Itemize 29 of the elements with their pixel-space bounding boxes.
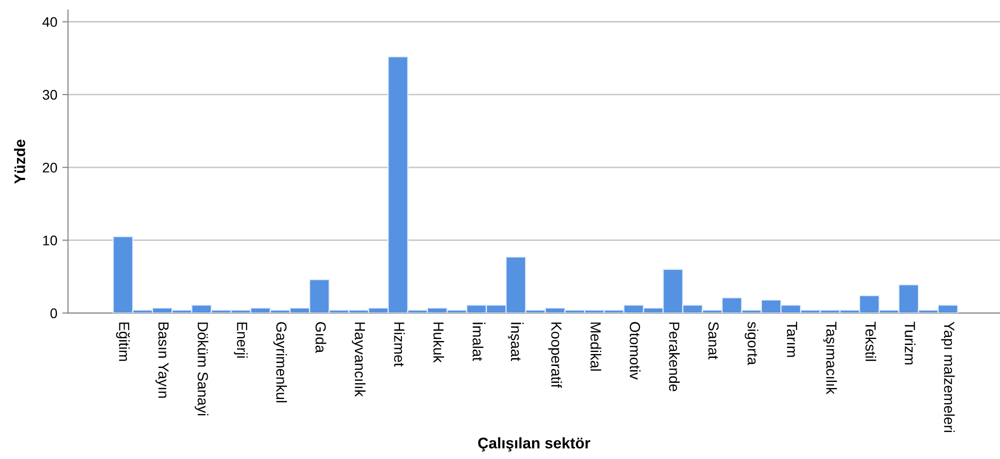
- y-tick-label: 0: [50, 308, 58, 318]
- x-tick-label: Sanat: [708, 322, 719, 360]
- x-tick-label: Yapı malzemeleri: [941, 322, 955, 432]
- x-tick-label: sigorta: [744, 322, 758, 366]
- y-tick-label: 10: [43, 236, 58, 246]
- x-tick-label: Tekstil: [865, 322, 876, 361]
- x-tick-label: Perakende: [669, 322, 680, 392]
- y-tick-label: 40: [42, 17, 58, 27]
- y-axis-title: Yüzde: [14, 140, 26, 184]
- x-tick-label: İmalat: [472, 322, 486, 361]
- x-tick-label: Tarım: [786, 322, 798, 357]
- x-tick-label: Kooperatif: [548, 322, 562, 388]
- x-tick-label: Basın Yayın: [155, 322, 169, 398]
- x-tick-label: İnşaat: [508, 322, 524, 361]
- x-tick-label: Hayvancılık: [352, 322, 366, 397]
- x-tick-label: Gıda: [316, 322, 326, 353]
- x-tick-label: Otomotiv: [630, 322, 640, 380]
- x-axis-title: Çalışılan sektör: [478, 437, 590, 452]
- x-tick-label: Hizmet: [394, 322, 405, 367]
- x-tick-label: Gayrimenkul: [273, 322, 287, 402]
- x-tick-label: Hukuk: [433, 322, 444, 363]
- x-tick-label: Enerji: [234, 322, 248, 358]
- x-tick-label: Eğitim: [116, 322, 130, 361]
- x-tick-label: Taşımacılık: [823, 322, 837, 394]
- x-tick-label: Medikal: [590, 322, 602, 371]
- x-tick-label: Turizm: [904, 322, 916, 364]
- y-tick-label: 30: [42, 90, 58, 100]
- x-tick-label: Döküm Sanayi: [194, 322, 208, 416]
- y-tick-label: 20: [42, 162, 58, 173]
